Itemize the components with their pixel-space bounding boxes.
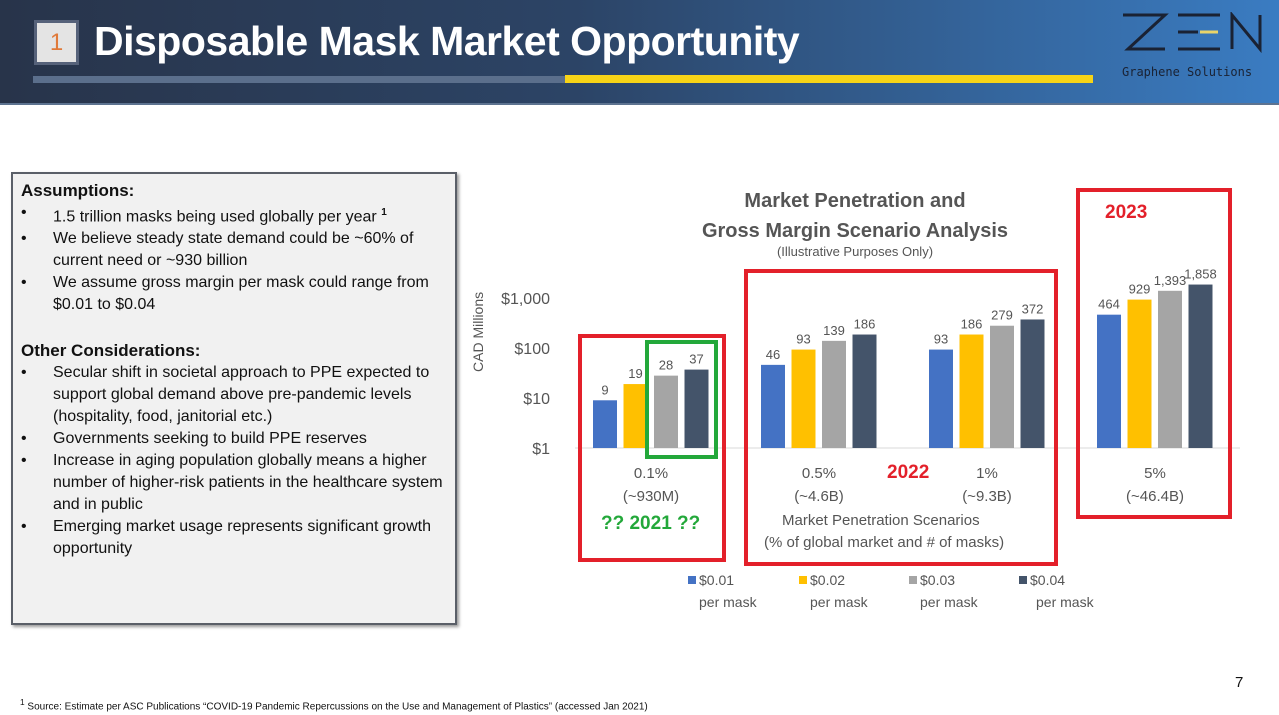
data-label: 1,393 bbox=[1154, 273, 1187, 288]
legend-label: $0.04 bbox=[1030, 572, 1065, 588]
chart-title: Market Penetration and Gross Margin Scena… bbox=[660, 186, 1050, 246]
legend-sublabel: per mask bbox=[920, 594, 979, 610]
bar bbox=[1188, 284, 1213, 448]
bar bbox=[929, 349, 953, 448]
data-label: 186 bbox=[961, 317, 983, 332]
bar bbox=[1097, 314, 1121, 448]
title-underline-gray bbox=[33, 76, 565, 83]
title-underline-yellow bbox=[565, 75, 1093, 83]
data-label: 372 bbox=[1022, 301, 1044, 316]
bar bbox=[1127, 299, 1152, 448]
data-label: 28 bbox=[659, 358, 673, 373]
data-label: 9 bbox=[601, 382, 608, 397]
legend-sublabel: per mask bbox=[810, 594, 869, 610]
bar bbox=[852, 334, 877, 448]
chart-subtitle: (Illustrative Purposes Only) bbox=[776, 244, 934, 259]
y-tick-label: $1,000 bbox=[501, 291, 550, 308]
legend-label: $0.01 bbox=[699, 572, 734, 588]
category-sublabel: (~46.4B) bbox=[1126, 488, 1184, 505]
bar bbox=[1158, 290, 1182, 448]
bar bbox=[959, 334, 984, 448]
highlight-box-2021 bbox=[578, 334, 726, 562]
slide-title: Disposable Mask Market Opportunity bbox=[94, 18, 800, 64]
category-sublabel: (~4.6B) bbox=[794, 488, 844, 505]
bar bbox=[654, 375, 678, 448]
data-label: 464 bbox=[1098, 297, 1120, 312]
consideration-item: Increase in aging population globally me… bbox=[21, 450, 447, 516]
data-label: 139 bbox=[823, 323, 845, 338]
assumption-item: 1.5 trillion masks being used globally p… bbox=[21, 202, 447, 228]
x-axis-label-line1: Market Penetration Scenarios bbox=[782, 512, 980, 529]
assumption-item: We believe steady state demand could be … bbox=[21, 228, 447, 272]
legend-label: $0.03 bbox=[920, 572, 955, 588]
data-label: 279 bbox=[991, 308, 1013, 323]
chart-title-line1: Market Penetration and bbox=[744, 190, 966, 212]
considerations-heading: Other Considerations: bbox=[21, 341, 201, 361]
legend-label: $0.02 bbox=[810, 572, 845, 588]
footnote-marker: 1 bbox=[381, 207, 387, 218]
annotation-2022: 2022 bbox=[887, 462, 930, 483]
bar bbox=[623, 384, 648, 448]
data-label: 93 bbox=[934, 332, 948, 347]
chart-title-line2: Gross Margin Scenario Analysis bbox=[701, 220, 1009, 242]
highlight-box-green bbox=[645, 340, 718, 459]
legend-swatch bbox=[799, 576, 807, 584]
bar bbox=[791, 349, 816, 448]
bar bbox=[822, 340, 846, 448]
bar bbox=[761, 364, 785, 448]
assumptions-heading: Assumptions: bbox=[21, 181, 135, 200]
legend-swatch bbox=[909, 576, 917, 584]
legend-swatch bbox=[1019, 576, 1027, 584]
category-label: 0.1% bbox=[634, 465, 668, 482]
legend-sublabel: per mask bbox=[699, 594, 758, 610]
data-label: 93 bbox=[796, 332, 810, 347]
zen-logo-icon bbox=[1123, 12, 1262, 54]
assumption-text: 1.5 trillion masks being used globally p… bbox=[53, 208, 377, 226]
page-number: 7 bbox=[1235, 674, 1244, 691]
bar bbox=[1020, 319, 1045, 448]
data-label: 186 bbox=[854, 317, 876, 332]
slide-number-badge: 1 bbox=[34, 20, 79, 65]
legend-swatch bbox=[688, 576, 696, 584]
highlight-box-2022 bbox=[744, 269, 1058, 566]
header-banner: 1 Disposable Mask Market Opportunity Gra… bbox=[0, 0, 1279, 105]
footnote-marker: 1 bbox=[20, 697, 25, 707]
assumptions-panel: Assumptions: 1.5 trillion masks being us… bbox=[11, 172, 457, 625]
bar bbox=[684, 369, 709, 448]
highlight-box-2023 bbox=[1076, 188, 1232, 519]
bar bbox=[593, 400, 617, 448]
category-sublabel: (~9.3B) bbox=[962, 488, 1012, 505]
consideration-item: Emerging market usage represents signifi… bbox=[21, 516, 447, 560]
consideration-item: Secular shift in societal approach to PP… bbox=[21, 362, 447, 428]
consideration-item: Governments seeking to build PPE reserve… bbox=[21, 428, 447, 450]
logo-subtitle: Graphene Solutions bbox=[1122, 65, 1253, 79]
y-tick-label: $100 bbox=[514, 341, 550, 358]
data-label: 46 bbox=[766, 347, 780, 362]
category-label: 5% bbox=[1144, 465, 1166, 482]
annotation-2021: ?? 2021 ?? bbox=[601, 513, 701, 534]
annotation-2023: 2023 bbox=[1105, 202, 1148, 223]
bar bbox=[990, 325, 1014, 448]
data-label: 1,858 bbox=[1184, 267, 1217, 282]
y-tick-label: $1 bbox=[532, 441, 550, 458]
category-label: 0.5% bbox=[802, 465, 836, 482]
footnote-source: Source: Estimate per ASC Publications “C… bbox=[27, 701, 648, 713]
y-tick-label: $10 bbox=[523, 391, 550, 408]
assumption-item: We assume gross margin per mask could ra… bbox=[21, 272, 447, 316]
category-sublabel: (~930M) bbox=[623, 488, 679, 505]
category-label: 1% bbox=[976, 465, 998, 482]
data-label: 19 bbox=[628, 366, 642, 381]
x-axis-label-line2: (% of global market and # of masks) bbox=[764, 534, 1005, 551]
footnote: 1 Source: Estimate per ASC Publications … bbox=[20, 697, 648, 712]
data-label: 37 bbox=[689, 352, 703, 367]
legend-sublabel: per mask bbox=[1036, 594, 1095, 610]
data-label: 929 bbox=[1129, 282, 1151, 297]
